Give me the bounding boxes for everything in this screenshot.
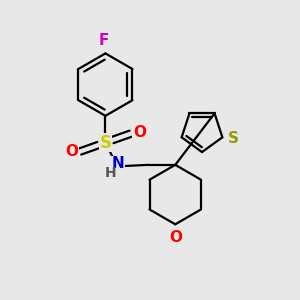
Text: O: O [133,125,146,140]
Text: F: F [99,33,109,48]
Text: N: N [112,157,124,172]
Text: O: O [169,230,182,245]
Text: S: S [228,131,239,146]
Text: S: S [99,134,111,152]
Text: H: H [105,166,117,180]
Text: O: O [65,144,78,159]
